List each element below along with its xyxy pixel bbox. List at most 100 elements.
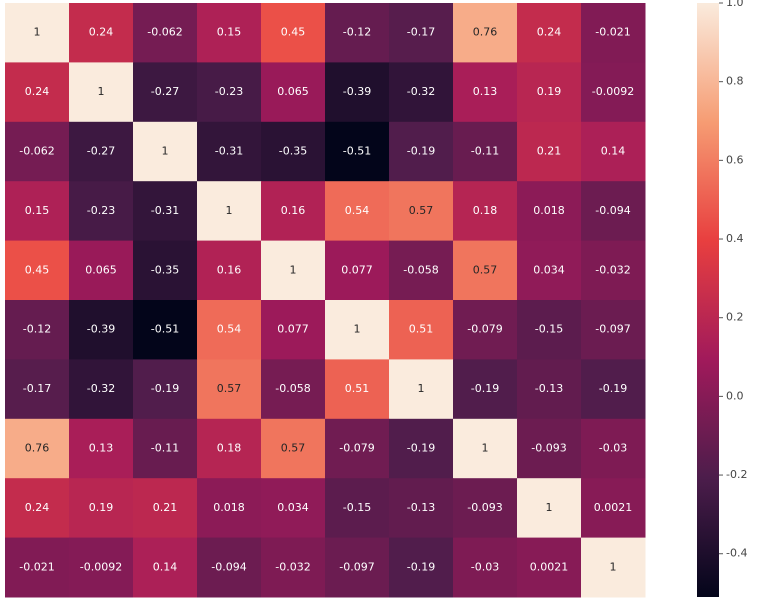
heatmap-cell (517, 478, 582, 539)
cell-label: 0.19 (537, 85, 562, 98)
heatmap-cell (133, 121, 198, 182)
heatmap-cell (389, 418, 454, 479)
heatmap-cell (325, 537, 390, 598)
heatmap-cell (5, 240, 70, 301)
cell-label: 0.034 (277, 501, 309, 514)
cell-label: -0.13 (535, 382, 563, 395)
heatmap-cell (581, 359, 646, 420)
heatmap-cell (69, 537, 134, 598)
cell-label: -0.19 (407, 560, 435, 573)
heatmap-cell (5, 418, 70, 479)
heatmap-cell (581, 537, 646, 598)
cell-label: -0.19 (407, 145, 435, 158)
heatmap-cell (197, 300, 262, 360)
heatmap-cell (517, 537, 582, 598)
cell-label: 0.21 (537, 145, 562, 158)
cell-label: 1 (34, 26, 41, 39)
cell-label: 0.034 (533, 263, 565, 276)
cell-label: -0.11 (471, 145, 499, 158)
cell-label: -0.12 (343, 26, 371, 39)
heatmap-cell (261, 62, 326, 123)
heatmap-cell (69, 3, 134, 63)
cell-label: -0.15 (343, 501, 371, 514)
heatmap-cell (261, 537, 326, 598)
heatmap-cell (453, 181, 518, 242)
heatmap-cell (261, 418, 326, 479)
heatmap-cell (389, 121, 454, 182)
heatmap-cell (389, 300, 454, 360)
cell-label: 0.57 (281, 442, 306, 455)
heatmap-cell (5, 121, 70, 182)
heatmap-cell (5, 62, 70, 123)
heatmap-cell (325, 359, 390, 420)
cell-label: -0.079 (467, 323, 502, 336)
cell-label: 0.19 (89, 501, 114, 514)
cell-label: -0.23 (87, 204, 115, 217)
cell-label: -0.32 (407, 85, 435, 98)
heatmap-cell (5, 537, 70, 598)
cell-label: -0.0092 (592, 85, 634, 98)
cell-label: 0.24 (25, 85, 50, 98)
heatmap-cell (261, 121, 326, 182)
cell-label: -0.0092 (80, 560, 122, 573)
heatmap-cell (5, 359, 70, 420)
cell-label: -0.094 (211, 560, 246, 573)
cell-label: -0.097 (595, 323, 630, 336)
heatmap-cell (389, 240, 454, 301)
heatmap-cell (453, 300, 518, 360)
cell-label: -0.021 (595, 26, 630, 39)
colorbar-tick-label: 0.0 (726, 389, 744, 402)
cell-label: -0.13 (407, 501, 435, 514)
heatmap-cell (389, 62, 454, 123)
heatmap-cell (197, 181, 262, 242)
cell-label: 1 (354, 323, 361, 336)
cell-label: -0.032 (275, 560, 310, 573)
cell-label: 0.15 (25, 204, 50, 217)
heatmap-cell (581, 121, 646, 182)
cell-label: 0.16 (281, 204, 306, 217)
heatmap-cell (69, 418, 134, 479)
cell-label: 1 (418, 382, 425, 395)
cell-label: 0.24 (25, 501, 50, 514)
cell-label: 0.51 (345, 382, 370, 395)
heatmap-cell (197, 418, 262, 479)
heatmap-cell (69, 359, 134, 420)
cell-label: 1 (98, 85, 105, 98)
heatmap-cell (69, 478, 134, 539)
heatmap-cell (517, 3, 582, 63)
heatmap-cell (261, 359, 326, 420)
cell-label: 0.21 (153, 501, 178, 514)
cell-label: 1 (226, 204, 233, 217)
cell-label: -0.27 (87, 145, 115, 158)
cell-label: -0.27 (151, 85, 179, 98)
cell-label: 0.077 (341, 263, 373, 276)
cell-label: -0.17 (407, 26, 435, 39)
cell-label: -0.058 (403, 263, 438, 276)
heatmap-cell (133, 537, 198, 598)
cell-label: 0.0021 (594, 501, 633, 514)
heatmap-cell (453, 537, 518, 598)
heatmap-cell (325, 300, 390, 360)
cell-label: -0.19 (407, 442, 435, 455)
heatmap-cell (261, 300, 326, 360)
cell-label: -0.19 (471, 382, 499, 395)
cell-label: 0.51 (409, 323, 434, 336)
heatmap-cell (197, 62, 262, 123)
colorbar (697, 3, 719, 597)
cell-label: 0.16 (217, 263, 242, 276)
heatmap-cell (197, 478, 262, 539)
cell-label: 0.14 (153, 560, 178, 573)
heatmap-cell (261, 3, 326, 63)
colorbar-tick-label: 1.0 (726, 0, 744, 9)
heatmap-cell (197, 121, 262, 182)
cell-label: -0.11 (151, 442, 179, 455)
heatmap-cell (133, 240, 198, 301)
heatmap-cell (325, 181, 390, 242)
heatmap-cell (517, 359, 582, 420)
cell-label: -0.35 (279, 145, 307, 158)
cell-label: 0.065 (277, 85, 309, 98)
cell-label: -0.51 (343, 145, 371, 158)
heatmap-cell (133, 62, 198, 123)
heatmap-cell (197, 359, 262, 420)
cell-label: -0.021 (19, 560, 54, 573)
